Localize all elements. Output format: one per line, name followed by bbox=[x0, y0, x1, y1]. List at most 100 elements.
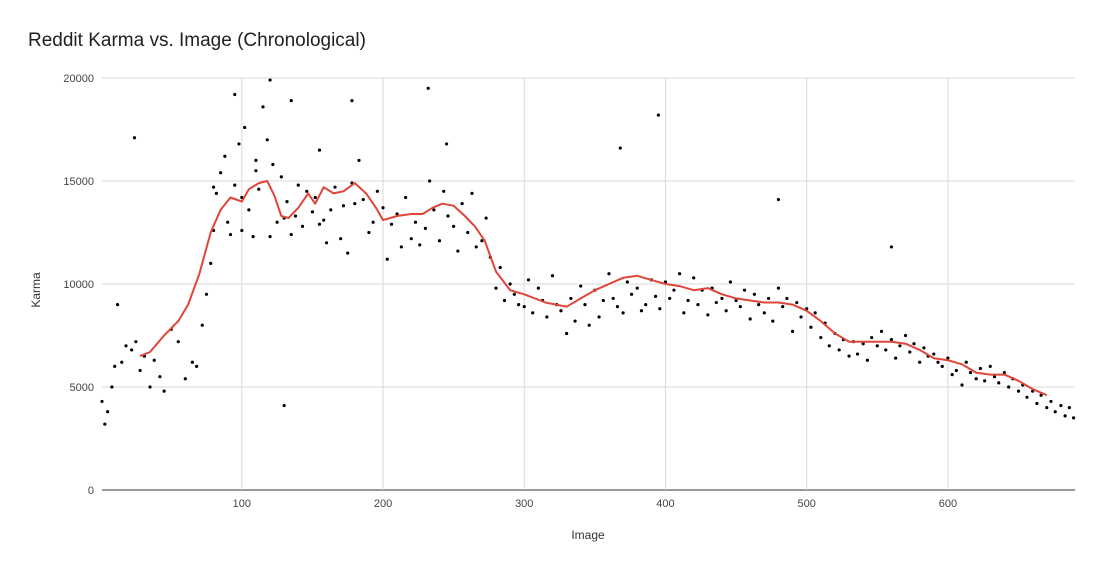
data-point bbox=[988, 364, 992, 368]
data-point bbox=[682, 311, 686, 315]
data-point bbox=[706, 313, 710, 317]
data-point bbox=[310, 210, 315, 214]
trend-line bbox=[139, 180, 1048, 397]
data-point bbox=[385, 257, 389, 261]
data-point bbox=[696, 303, 700, 307]
data-point bbox=[251, 235, 255, 239]
data-point bbox=[954, 368, 958, 373]
data-point bbox=[389, 222, 394, 226]
data-point bbox=[968, 370, 973, 375]
data-point bbox=[1016, 389, 1021, 393]
data-point bbox=[195, 364, 199, 368]
data-point bbox=[300, 224, 305, 228]
data-point bbox=[621, 311, 625, 315]
data-point bbox=[512, 292, 516, 296]
data-point bbox=[176, 340, 180, 344]
x-tick-label: 200 bbox=[374, 498, 392, 510]
data-point bbox=[353, 202, 357, 206]
y-axis-ticks: 0 5000 10000 15000 20000 bbox=[63, 73, 94, 497]
data-point bbox=[1025, 395, 1029, 399]
data-point bbox=[324, 241, 329, 245]
data-point bbox=[395, 212, 399, 216]
data-point bbox=[132, 136, 137, 140]
y-tick-label: 10000 bbox=[63, 279, 94, 291]
data-point bbox=[526, 278, 531, 282]
data-point bbox=[1039, 393, 1043, 397]
y-tick-label: 15000 bbox=[63, 176, 94, 188]
data-point bbox=[103, 422, 107, 426]
y-axis-label: Karma bbox=[29, 272, 43, 308]
data-point bbox=[214, 191, 218, 195]
data-point bbox=[418, 243, 422, 247]
data-point bbox=[1045, 406, 1049, 410]
data-point bbox=[423, 226, 427, 230]
y-tick-label: 0 bbox=[88, 485, 94, 497]
data-point bbox=[932, 352, 936, 356]
data-point bbox=[268, 235, 272, 239]
data-point bbox=[960, 383, 964, 387]
data-point bbox=[115, 303, 120, 307]
data-point bbox=[974, 377, 978, 381]
data-point bbox=[771, 319, 775, 323]
data-point bbox=[837, 348, 841, 352]
data-point bbox=[884, 348, 888, 352]
data-point bbox=[950, 373, 954, 377]
data-point bbox=[211, 185, 216, 189]
data-point bbox=[565, 331, 569, 336]
data-point bbox=[790, 329, 795, 333]
data-point bbox=[426, 86, 430, 90]
data-point bbox=[381, 206, 385, 210]
data-point bbox=[446, 214, 450, 218]
data-point bbox=[978, 366, 982, 371]
data-point bbox=[1059, 403, 1063, 408]
data-point bbox=[271, 162, 275, 167]
data-point bbox=[847, 354, 851, 358]
data-point bbox=[1067, 406, 1071, 410]
data-point bbox=[289, 99, 293, 103]
data-point bbox=[875, 344, 879, 348]
data-point bbox=[444, 142, 449, 146]
data-point bbox=[508, 282, 512, 286]
data-point bbox=[1063, 414, 1067, 418]
data-point bbox=[268, 78, 272, 82]
data-point bbox=[536, 286, 540, 290]
data-point bbox=[983, 379, 987, 383]
x-tick-label: 400 bbox=[656, 498, 674, 510]
y-tick-label: 5000 bbox=[70, 382, 94, 394]
data-point bbox=[569, 296, 573, 301]
data-point bbox=[240, 228, 244, 233]
data-point bbox=[573, 319, 577, 323]
data-point bbox=[350, 99, 354, 103]
data-point bbox=[922, 346, 926, 350]
data-point bbox=[243, 125, 247, 130]
data-point bbox=[313, 195, 317, 200]
data-point bbox=[219, 171, 223, 175]
data-point bbox=[282, 403, 286, 408]
data-point bbox=[752, 292, 757, 296]
data-point bbox=[296, 183, 300, 187]
data-point bbox=[946, 356, 950, 360]
data-point bbox=[936, 360, 940, 364]
data-point bbox=[879, 329, 884, 333]
data-point bbox=[870, 335, 874, 340]
data-point bbox=[148, 385, 152, 389]
data-point bbox=[261, 105, 265, 109]
data-point bbox=[587, 323, 591, 327]
data-point bbox=[653, 294, 658, 298]
data-point bbox=[611, 296, 615, 301]
data-point bbox=[516, 303, 521, 307]
data-point bbox=[550, 274, 555, 278]
data-point bbox=[162, 389, 166, 393]
data-point bbox=[656, 113, 661, 117]
data-point bbox=[668, 296, 672, 301]
data-point bbox=[494, 286, 498, 290]
data-point bbox=[375, 189, 379, 193]
data-point bbox=[456, 249, 460, 253]
data-point bbox=[522, 305, 526, 309]
data-point bbox=[776, 197, 781, 202]
data-point bbox=[1071, 416, 1076, 420]
data-point bbox=[204, 292, 209, 296]
data-point bbox=[992, 375, 997, 379]
data-point bbox=[275, 220, 279, 224]
data-point bbox=[317, 148, 322, 152]
